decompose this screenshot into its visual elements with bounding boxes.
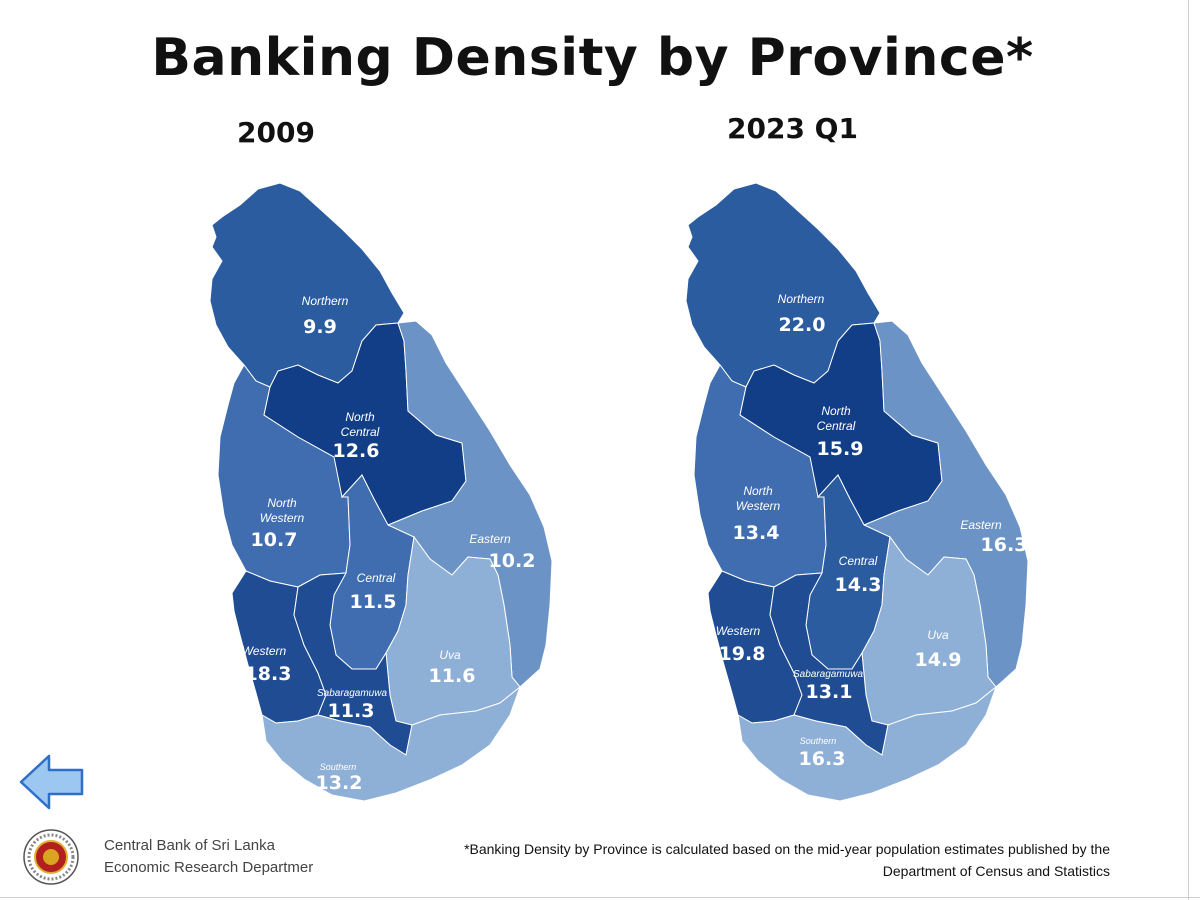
province-label-northern: Northern: [778, 292, 825, 306]
province-label-north-western-2: Western: [736, 499, 781, 513]
province-label-north-central-2: Central: [341, 425, 380, 439]
sri-lanka-map-2023q1: Northern 22.0 North Central 15.9 North W…: [685, 182, 1029, 802]
province-sabaragamuwa: [769, 572, 889, 756]
province-label-northern: Northern: [302, 294, 349, 308]
province-value-north-western: 13.4: [733, 522, 780, 544]
province-value-northern: 22.0: [779, 314, 826, 336]
sri-lanka-map-2009: Northern 9.9 North Central 12.6 North We…: [209, 182, 553, 802]
organization-line-1: Central Bank of Sri Lanka: [104, 837, 275, 854]
province-label-north-central-1: North: [821, 404, 851, 418]
province-label-north-central-2: Central: [817, 419, 856, 433]
province-value-western: 18.3: [245, 663, 292, 685]
province-southern: [261, 685, 522, 802]
province-label-north-central-1: North: [345, 410, 375, 424]
province-label-sabaragamuwa: Sabaragamuwa: [793, 669, 863, 680]
province-label-sabaragamuwa: Sabaragamuwa: [317, 688, 387, 699]
province-value-sabaragamuwa: 13.1: [806, 681, 853, 703]
organization-name: Central Bank of Sri Lanka Economic Resea…: [104, 835, 324, 879]
central-bank-seal-icon: [23, 829, 79, 885]
province-southern: [737, 685, 998, 802]
province-label-western: Western: [716, 624, 761, 638]
province-value-central: 14.3: [835, 574, 882, 596]
footnote: *Banking Density by Province is calculat…: [350, 838, 1110, 882]
page-title: Banking Density by Province*: [151, 28, 1034, 88]
province-label-central: Central: [357, 571, 396, 585]
province-label-north-western-2: Western: [260, 511, 305, 525]
province-label-eastern: Eastern: [469, 532, 511, 546]
province-label-southern: Southern: [800, 736, 837, 746]
map-2023q1-subtitle: 2023 Q1: [727, 112, 858, 145]
province-value-sabaragamuwa: 11.3: [328, 700, 375, 722]
province-label-southern: Southern: [320, 762, 357, 772]
province-label-uva: Uva: [927, 628, 949, 642]
province-value-north-western: 10.7: [251, 529, 298, 551]
slide-border-right: [1188, 0, 1189, 900]
province-value-northern: 9.9: [303, 316, 337, 338]
province-value-southern: 13.2: [316, 772, 363, 794]
province-value-north-central: 15.9: [817, 438, 864, 460]
province-label-western: Western: [242, 644, 287, 658]
province-label-north-western-1: North: [267, 496, 297, 510]
left-arrow-icon[interactable]: [18, 752, 86, 812]
province-value-eastern: 16.3: [981, 534, 1028, 556]
province-sabaragamuwa: [293, 572, 413, 756]
footnote-line-1: *Banking Density by Province is calculat…: [464, 841, 1110, 857]
province-label-central: Central: [839, 554, 878, 568]
province-label-uva: Uva: [439, 648, 461, 662]
province-value-uva: 14.9: [915, 649, 962, 671]
province-value-western: 19.8: [719, 643, 766, 665]
province-value-southern: 16.3: [799, 748, 846, 770]
province-label-eastern: Eastern: [960, 518, 1002, 532]
map-2009-subtitle: 2009: [237, 116, 315, 149]
organization-line-2: Economic Research Departmer: [104, 859, 314, 876]
footnote-line-2: Department of Census and Statistics: [882, 863, 1110, 879]
slide-border-bottom: [0, 897, 1200, 898]
province-value-uva: 11.6: [429, 665, 476, 687]
province-value-eastern: 10.2: [489, 550, 536, 572]
province-label-north-western-1: North: [743, 484, 773, 498]
province-value-central: 11.5: [350, 591, 397, 613]
province-value-north-central: 12.6: [333, 440, 380, 462]
